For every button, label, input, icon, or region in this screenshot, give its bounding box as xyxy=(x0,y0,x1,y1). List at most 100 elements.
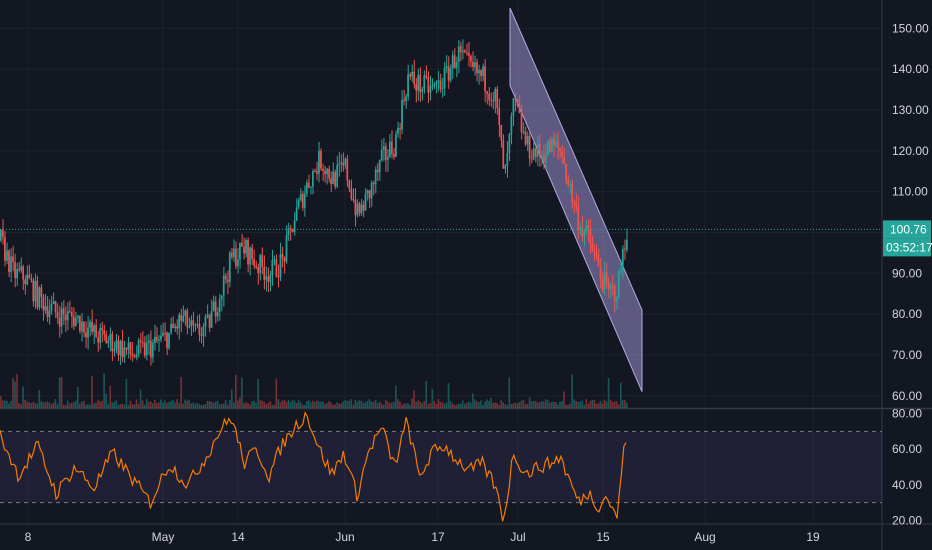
volume-bar xyxy=(198,404,201,408)
candle-body xyxy=(271,260,274,275)
volume-bar xyxy=(581,400,584,408)
volume-bar xyxy=(178,402,180,408)
volume-bar xyxy=(502,402,505,408)
candle-body xyxy=(378,159,381,173)
volume-bar xyxy=(585,399,588,408)
candle-body xyxy=(52,301,55,305)
candle-body xyxy=(463,50,466,53)
candle-body xyxy=(131,353,134,357)
candle-body xyxy=(281,254,284,258)
candle-body xyxy=(265,276,268,280)
candle-body xyxy=(247,240,249,265)
candle-body xyxy=(259,255,262,273)
candle-body xyxy=(358,203,361,214)
candle-body xyxy=(239,242,241,260)
volume-bar xyxy=(484,401,486,408)
candle-body xyxy=(360,204,363,214)
candle-body xyxy=(334,171,336,187)
candle-body xyxy=(388,141,391,157)
candle-body xyxy=(105,334,108,344)
candle-body xyxy=(397,128,399,134)
candle-body xyxy=(143,342,146,356)
volume-bar xyxy=(89,404,91,408)
volume-bar xyxy=(366,400,369,408)
volume-bar xyxy=(125,379,128,408)
volume-bar xyxy=(14,381,16,408)
volume-bar xyxy=(168,402,170,408)
volume-bar xyxy=(601,403,604,408)
candle-body xyxy=(42,296,45,311)
candle-body xyxy=(409,74,411,77)
rsi-line xyxy=(0,411,627,522)
volume-bar xyxy=(93,403,95,408)
volume-bar xyxy=(267,402,270,408)
candle-body xyxy=(320,150,322,169)
volume-bar xyxy=(482,404,484,408)
volume-bar xyxy=(176,399,178,408)
candle-body xyxy=(6,250,8,261)
volume-bar xyxy=(413,390,415,408)
volume-bar xyxy=(407,403,409,408)
volume-bar xyxy=(348,400,351,408)
volume-bar xyxy=(196,402,199,408)
volume-bar xyxy=(316,400,318,408)
volume-bar xyxy=(228,400,231,408)
volume-bar xyxy=(151,403,154,408)
volume-bar xyxy=(273,404,276,408)
volume-bar xyxy=(603,399,606,408)
volume-bar xyxy=(85,404,87,408)
candle-body xyxy=(2,229,4,238)
volume-bar xyxy=(314,402,316,408)
candle-body xyxy=(79,315,81,332)
volume-bar xyxy=(56,404,59,408)
candle-body xyxy=(194,324,197,326)
candle-body xyxy=(283,257,286,262)
candle-body xyxy=(390,141,393,154)
volume-bar xyxy=(480,400,482,408)
volume-bar xyxy=(496,402,498,408)
candle-body xyxy=(295,207,298,221)
volume-bar xyxy=(510,404,513,408)
last-price-badge xyxy=(883,220,931,239)
volume-bar xyxy=(324,404,326,408)
volume-bar xyxy=(530,401,533,408)
candle-body xyxy=(348,180,351,189)
candle-body xyxy=(111,333,114,352)
candle-body xyxy=(127,342,130,350)
candle-body xyxy=(569,183,571,185)
y-tick-label: 150.00 xyxy=(892,21,929,35)
candle-body xyxy=(44,306,47,311)
candle-body xyxy=(232,248,235,258)
volume-bar xyxy=(202,404,205,408)
candle-body xyxy=(12,256,14,263)
candle-body xyxy=(350,188,353,200)
volume-bar xyxy=(330,402,332,408)
candle-body xyxy=(443,67,446,89)
candle-body xyxy=(526,135,529,145)
volume-bar xyxy=(83,400,85,408)
candle-body xyxy=(488,93,490,100)
volume-bar xyxy=(465,402,468,408)
candle-body xyxy=(502,140,505,169)
volume-bar xyxy=(334,404,336,408)
candle-body xyxy=(87,327,89,338)
candle-body xyxy=(557,142,559,148)
candle-body xyxy=(198,324,201,336)
volume-bar xyxy=(358,400,361,408)
candle-body xyxy=(241,242,243,247)
volume-bar xyxy=(291,400,294,408)
volume-bar xyxy=(20,404,22,408)
candle-body xyxy=(516,99,519,106)
volume-bar xyxy=(478,402,480,408)
candle-body xyxy=(356,203,359,216)
volume-bar xyxy=(360,400,363,408)
volume-bar xyxy=(117,404,120,408)
volume-bar xyxy=(230,389,233,408)
volume-bar xyxy=(285,402,288,408)
volume-bar xyxy=(58,377,61,408)
candle-body xyxy=(275,259,278,277)
volume-bar xyxy=(443,403,446,408)
volume-bar xyxy=(297,399,300,408)
